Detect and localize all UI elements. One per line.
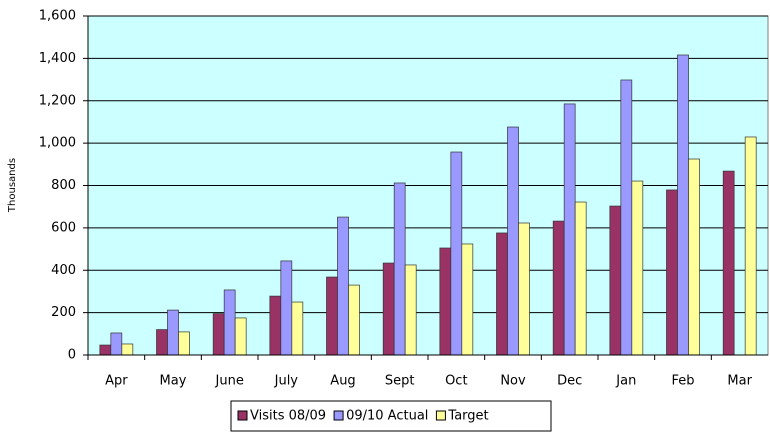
legend-swatch xyxy=(237,410,248,421)
bar xyxy=(496,232,508,356)
y-tick-label: 400 xyxy=(51,263,76,278)
bar xyxy=(291,301,304,356)
bar xyxy=(688,158,700,356)
bar xyxy=(552,220,565,356)
bar xyxy=(121,343,134,356)
bar xyxy=(518,222,530,356)
x-tick-label: Nov xyxy=(500,374,526,389)
legend-label: Target xyxy=(447,409,488,424)
y-tick-label: 1,000 xyxy=(39,136,76,151)
bar xyxy=(326,276,338,356)
bar xyxy=(507,126,519,356)
bar xyxy=(461,243,474,356)
legend-swatch xyxy=(333,410,344,421)
legend-swatch xyxy=(435,410,446,421)
bar xyxy=(280,260,293,356)
bar xyxy=(223,289,236,356)
bar xyxy=(404,264,417,356)
x-tick-label: Jan xyxy=(615,374,636,389)
x-tick-label: June xyxy=(215,374,244,389)
bar xyxy=(744,136,757,356)
bar xyxy=(666,189,678,356)
bar xyxy=(212,313,225,356)
x-tick-label: Apr xyxy=(105,374,128,389)
bar xyxy=(382,262,395,356)
y-tick-label: 800 xyxy=(51,178,76,193)
x-tick-label: May xyxy=(160,374,187,389)
legend-label: 09/10 Actual xyxy=(346,409,428,424)
y-tick-label: 1,400 xyxy=(39,51,76,66)
x-tick-label: Oct xyxy=(445,374,467,389)
x-tick-label: Mar xyxy=(727,374,752,389)
legend-box xyxy=(230,400,552,432)
bar xyxy=(631,180,644,356)
y-tick-label: 0 xyxy=(68,348,76,363)
bar xyxy=(722,170,735,356)
x-tick-label: Aug xyxy=(330,374,355,389)
bar xyxy=(439,247,452,356)
bar xyxy=(574,201,587,356)
bar xyxy=(348,284,360,356)
bar xyxy=(337,216,349,356)
y-tick-label: 600 xyxy=(51,220,76,235)
bar xyxy=(99,344,112,356)
x-tick-label: Dec xyxy=(557,374,582,389)
bar xyxy=(677,54,689,356)
x-tick-label: Feb xyxy=(671,374,694,389)
y-tick-label: 1,200 xyxy=(39,93,76,108)
bar xyxy=(609,205,622,356)
y-axis-label: Thousands xyxy=(7,158,18,213)
bar xyxy=(450,151,463,356)
bar xyxy=(110,332,123,356)
bar xyxy=(620,79,633,356)
y-tick-label: 1,600 xyxy=(39,9,76,24)
bar xyxy=(178,331,190,356)
bar xyxy=(269,295,282,356)
bar xyxy=(167,309,179,356)
bar xyxy=(393,182,406,356)
bar xyxy=(563,103,576,356)
bar xyxy=(234,317,247,356)
bar xyxy=(156,329,168,356)
x-tick-label: Sept xyxy=(385,374,415,389)
y-tick-label: 200 xyxy=(51,305,76,320)
legend-label: Visits 08/09 xyxy=(250,409,326,424)
x-tick-label: July xyxy=(274,374,299,389)
